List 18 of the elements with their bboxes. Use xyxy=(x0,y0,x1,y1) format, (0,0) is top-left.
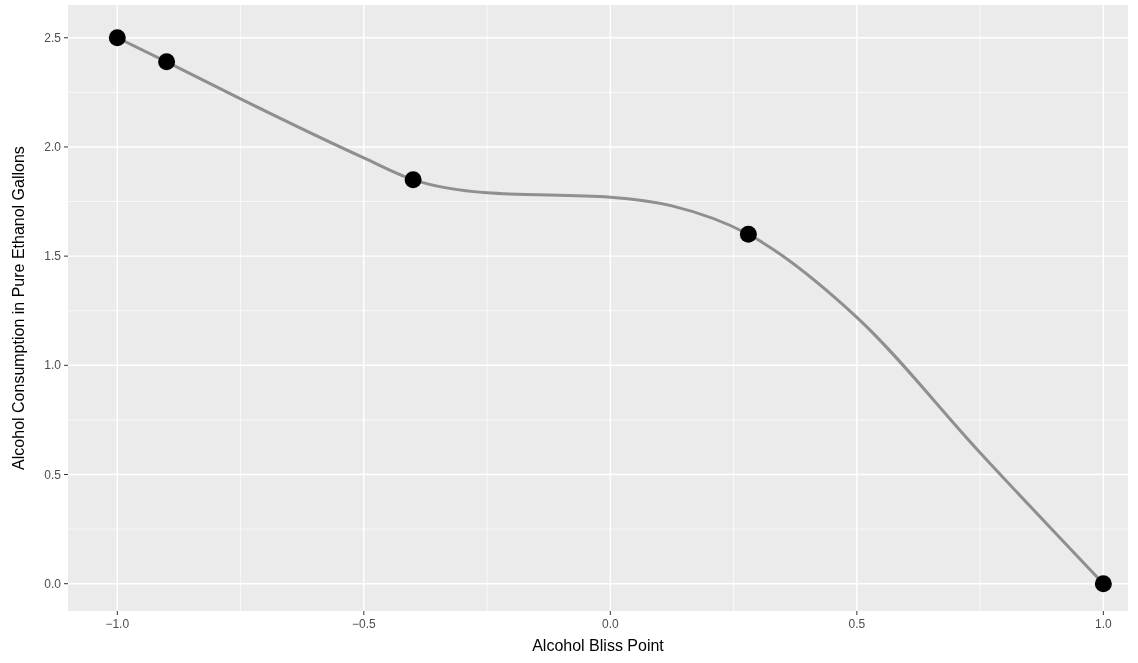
y-axis-title: Alcohol Consumption in Pure Ethanol Gallons xyxy=(10,146,27,470)
point xyxy=(1094,575,1112,593)
x-tick-label: −1.0 xyxy=(105,617,130,631)
point xyxy=(108,29,126,47)
point xyxy=(739,225,757,243)
y-tick-label: 2.0 xyxy=(44,139,62,154)
point xyxy=(158,53,176,71)
x-tick-label: 0.5 xyxy=(848,617,866,631)
y-tick-label: 2.5 xyxy=(44,30,62,45)
y-tick-label: 0.5 xyxy=(44,467,62,482)
y-tick-label: 0.0 xyxy=(44,576,62,591)
x-axis-title: Alcohol Bliss Point xyxy=(532,637,665,654)
point xyxy=(404,171,422,189)
y-tick-label: 1.0 xyxy=(44,358,62,373)
x-tick-label: −0.5 xyxy=(351,617,376,631)
y-tick-label: 1.5 xyxy=(44,249,62,264)
x-tick-label: 1.0 xyxy=(1095,617,1113,631)
x-tick-label: 0.0 xyxy=(601,617,619,631)
